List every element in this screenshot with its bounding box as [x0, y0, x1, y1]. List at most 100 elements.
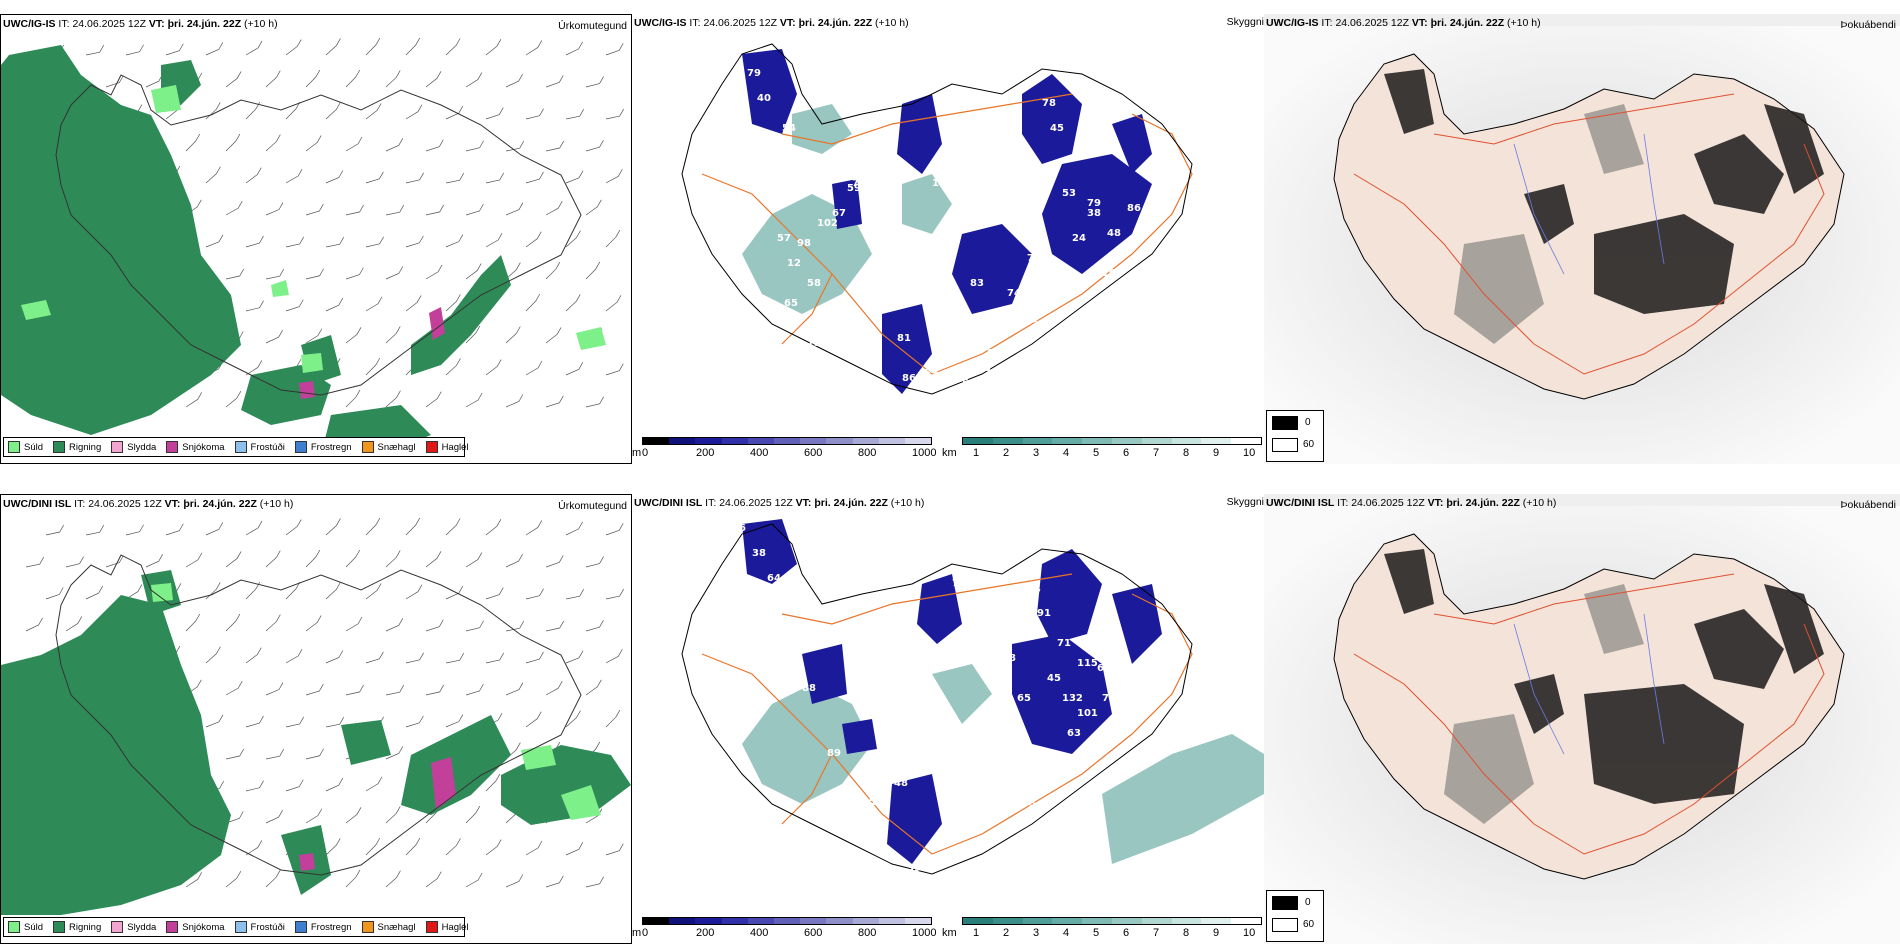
cloud-base-value: 101: [1102, 268, 1123, 279]
wind-barb: [265, 269, 285, 280]
wind-barb: [585, 140, 604, 152]
wind-barb: [25, 617, 43, 632]
precip-map-svg-bottom: [1, 517, 631, 915]
colorbar-segment: [800, 438, 827, 444]
wind-barb: [345, 69, 361, 88]
wind-barb: [385, 205, 405, 216]
cloud-base-value: 38: [752, 548, 766, 559]
valid-time: þri. 24.jún. 22Z: [798, 17, 873, 29]
wind-barb: [565, 710, 581, 728]
cloud-base-value: 68: [1097, 663, 1111, 674]
cloud-base-value: 101: [1077, 708, 1098, 719]
wind-barb: [585, 396, 604, 408]
colorbar-segment: [904, 918, 932, 924]
cloud-base-value: 88: [802, 683, 816, 694]
legend-item: Haglél: [425, 921, 469, 933]
wind-barb: [425, 264, 443, 280]
wind-barb: [485, 107, 504, 120]
cloud-base-unit: m: [632, 927, 642, 939]
fog-key: 0 60: [1266, 890, 1324, 942]
colorbar-segment: [904, 438, 932, 444]
wind-barb: [45, 524, 64, 536]
wind-barb: [405, 517, 421, 536]
wind-barb: [105, 75, 124, 88]
rain-areas: [1, 45, 511, 455]
wind-barb: [365, 103, 382, 120]
wind-barb: [505, 326, 521, 344]
wind-barb: [605, 363, 624, 376]
legend-label: Frostregn: [310, 921, 352, 933]
colorbar-segment: [1201, 918, 1232, 924]
wind-barb: [105, 555, 124, 568]
wind-barb: [285, 581, 301, 600]
colorbar-segment: [992, 438, 1023, 444]
legend-swatch: [166, 921, 179, 933]
wind-barb: [305, 549, 321, 568]
cloud-base-value: 49: [1082, 798, 1096, 809]
cloud-base-value: 45: [1047, 673, 1061, 684]
wind-barb: [45, 587, 64, 600]
cloud-base-value: 65: [1017, 693, 1031, 704]
wind-barb: [605, 588, 624, 600]
wind-barb: [605, 108, 624, 120]
cloud-base-value: 55: [962, 618, 976, 629]
wind-barb: [465, 325, 481, 344]
wind-barb: [345, 136, 363, 152]
wind-barb: [405, 837, 421, 856]
wind-barb: [345, 684, 364, 696]
cloud-base-value: 71: [1057, 638, 1071, 649]
wind-barb: [525, 588, 544, 600]
colorbar-tick-label: 400: [750, 447, 769, 459]
cloud-base-value: 132: [1062, 693, 1083, 704]
wind-barb: [125, 524, 144, 536]
wind-barb: [485, 39, 502, 56]
colorbar-segment: [1022, 438, 1053, 444]
cloud-visibility-map-top: 79 40 54 99 57 98 102 59 62 59 67 73 15 52 65 105 119 61 8…: [632, 14, 1264, 464]
drizzle-areas: [151, 583, 601, 820]
fog-title: Þokuábendi: [1840, 19, 1896, 31]
legend-swatch: [111, 441, 124, 453]
wind-barb: [265, 809, 283, 824]
map-title: UWC/DINI ISL IT: 24.06.2025 12Z VT: þri.…: [3, 498, 293, 510]
colorbar-segment: [963, 918, 993, 924]
wind-barb: [205, 166, 221, 184]
colorbar-segment: [826, 918, 853, 924]
colorbar-tick-label: 6: [1123, 927, 1130, 939]
wind-barb: [545, 555, 564, 568]
colorbar-segment: [992, 918, 1023, 924]
wind-barb: [205, 234, 224, 248]
wind-barb: [325, 582, 341, 600]
cloud-base-value: 42: [942, 368, 956, 379]
colorbar-tick-label: 10: [1243, 927, 1256, 939]
wind-barb: [245, 520, 263, 536]
cloud-base-value: 67: [832, 208, 846, 219]
colorbar-segment: [1052, 918, 1083, 924]
cloud-base-value: 63: [1067, 728, 1081, 739]
cloud-base-value: 49: [872, 798, 886, 809]
visibility-colorbar: km 1 2 3 4 5 6 7 8 9 10: [942, 917, 1264, 944]
cloud-base-value: 12: [787, 258, 801, 269]
cloud-base-value: 53: [1022, 798, 1036, 809]
legend-swatch: [53, 441, 66, 453]
wind-barb: [225, 71, 242, 88]
wind-barb: [565, 521, 583, 536]
wind-barb: [225, 133, 241, 152]
legend-label: Snjókoma: [182, 921, 225, 933]
wind-barb: [585, 679, 602, 696]
cloud-base-value: 62: [787, 168, 801, 179]
wind-barb: [365, 296, 383, 312]
legend-swatch: [53, 921, 66, 933]
legend-label: Snæhagl: [377, 921, 416, 933]
wind-barb: [485, 839, 502, 856]
wind-barb: [525, 651, 544, 664]
wind-barb: [445, 234, 464, 248]
issue-time: 24.06.2025 12Z: [1351, 497, 1425, 509]
wind-barb: [305, 135, 322, 152]
wind-barb: [365, 236, 384, 248]
fog-key-black-label: 0: [1305, 897, 1311, 908]
fog-key: 0 60: [1266, 410, 1324, 462]
wind-barb: [225, 390, 242, 408]
colorbar-segment: [852, 918, 879, 924]
